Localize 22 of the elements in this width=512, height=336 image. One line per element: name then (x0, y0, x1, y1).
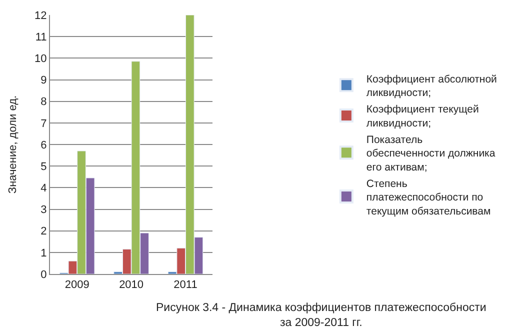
y-axis-title: Значение, доли ед. (7, 95, 20, 194)
y-tick-label: 10 (34, 53, 47, 66)
text: Рисунок 3.4 - Динамика коэффициентов платежеспособности за 2009-2011 гг. (156, 302, 486, 329)
y-tick-label: 11 (35, 31, 47, 44)
x-tick-label: 2010 (119, 279, 144, 292)
x-tick-label: 2009 (64, 279, 90, 292)
y-tick-label: 2 (40, 226, 47, 238)
y-tick-label: 3 (40, 204, 47, 216)
legend-label: Коэффициент текущей ликвидности; (366, 104, 479, 130)
y-tick-label: 0 (40, 268, 47, 281)
legend-label: Степень платежеспособности по текущим обязательсивам (366, 178, 491, 218)
y-tick-label: 1 (40, 247, 47, 260)
y-tick-label: 8 (40, 96, 47, 108)
y-tick-label: 5 (40, 160, 47, 173)
x-tick-label: 2011 (174, 279, 198, 292)
y-tick-label: 12 (34, 10, 47, 22)
legend-label: Коэффициент абсолютной ликвидности; (366, 73, 498, 100)
y-tick-label: 9 (40, 74, 47, 87)
y-tick-label: 7 (40, 118, 47, 130)
y-tick-label: 4 (40, 182, 47, 195)
y-tick-label: 6 (40, 139, 47, 152)
legend-label: Показатель обеспеченности должника его активам; (366, 134, 496, 174)
